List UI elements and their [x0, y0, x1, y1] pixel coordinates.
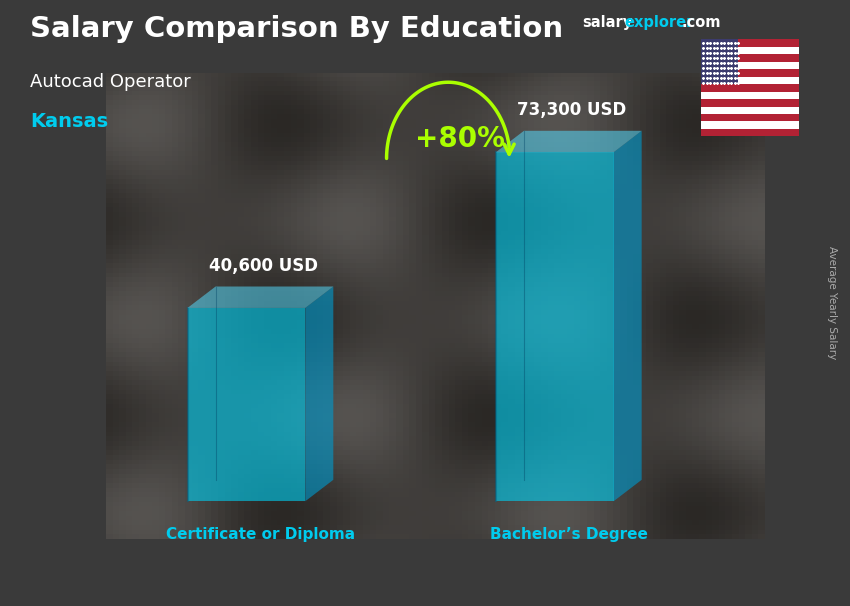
Bar — [701, 84, 799, 92]
Polygon shape — [305, 287, 333, 501]
Bar — [701, 55, 799, 62]
Bar — [701, 39, 799, 47]
Bar — [701, 39, 739, 84]
Bar — [701, 92, 799, 99]
Bar — [701, 62, 799, 69]
Bar — [701, 107, 799, 114]
Text: Kansas: Kansas — [30, 112, 108, 131]
Polygon shape — [188, 287, 333, 308]
Text: explorer: explorer — [625, 15, 694, 30]
Bar — [701, 77, 799, 84]
Text: +80%: +80% — [415, 125, 504, 153]
Text: salary: salary — [582, 15, 632, 30]
Text: Certificate or Diploma: Certificate or Diploma — [166, 527, 355, 542]
Bar — [701, 47, 799, 55]
Bar — [701, 69, 799, 77]
Text: Average Yearly Salary: Average Yearly Salary — [827, 247, 837, 359]
Bar — [188, 308, 305, 501]
Polygon shape — [614, 131, 642, 501]
Bar — [701, 129, 799, 136]
Text: 73,300 USD: 73,300 USD — [517, 101, 626, 119]
Bar — [701, 121, 799, 129]
Bar — [701, 114, 799, 121]
Text: Bachelor’s Degree: Bachelor’s Degree — [490, 527, 648, 542]
Text: Autocad Operator: Autocad Operator — [30, 73, 190, 91]
Text: 40,600 USD: 40,600 USD — [209, 256, 318, 275]
Text: Salary Comparison By Education: Salary Comparison By Education — [30, 15, 563, 43]
Text: .com: .com — [682, 15, 721, 30]
Bar — [701, 99, 799, 107]
Bar — [496, 152, 614, 501]
Polygon shape — [496, 131, 642, 152]
